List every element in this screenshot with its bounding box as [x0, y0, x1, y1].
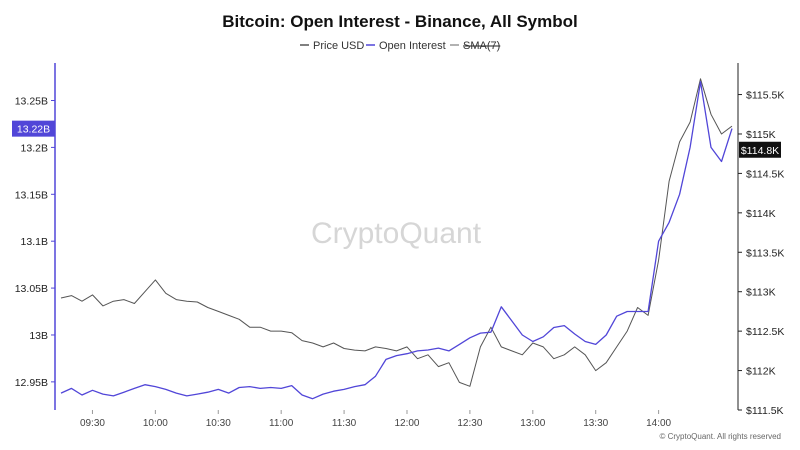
legend-label: SMA(7) — [463, 40, 500, 52]
x-tick-label: 12:30 — [457, 418, 482, 429]
legend-label: Open Interest — [379, 40, 446, 52]
y-left-tick-label: 13B — [29, 330, 48, 342]
oi-current-badge — [12, 120, 55, 137]
chart-title: Bitcoin: Open Interest - Binance, All Sy… — [222, 12, 577, 31]
y-right-tick-label: $113.5K — [746, 247, 784, 259]
x-tick-label: 09:30 — [80, 418, 105, 429]
x-tick-label: 10:30 — [206, 418, 231, 429]
legend-item-0[interactable]: Price USD — [300, 40, 364, 52]
y-right-tick-label: $115.5K — [746, 90, 784, 102]
y-right-tick-label: $112.5K — [746, 326, 784, 338]
x-tick-label: 13:30 — [583, 418, 608, 429]
y-left-tick-label: 13.2B — [21, 142, 48, 154]
y-left-axis: 12.95B 13B 13.05B 13.1B 13.15B 13.2B 13.25B — [15, 96, 55, 389]
x-tick-label: 10:00 — [143, 418, 168, 429]
y-left-tick-label: 13.25B — [15, 96, 48, 108]
price-current-badge — [739, 141, 781, 158]
y-right-tick-label: $115K — [746, 129, 776, 141]
legend[interactable]: Price USD Open Interest SMA(7) — [300, 40, 500, 52]
watermark-logo: CryptoQuant — [311, 217, 482, 250]
y-right-tick-label: $112K — [746, 366, 776, 378]
series-line-1[interactable] — [60, 81, 733, 400]
y-right-tick-label: $114K — [746, 208, 776, 220]
y-left-tick-label: 12.95B — [15, 377, 48, 389]
price-current-label: $114.8K — [741, 145, 779, 157]
x-tick-label: 11:30 — [332, 418, 357, 429]
y-right-tick-label: $114.5K — [746, 168, 784, 180]
x-tick-label: 13:00 — [520, 418, 545, 429]
y-right-tick-label: $113K — [746, 287, 776, 299]
x-axis: 09:30 10:00 10:30 11:00 11:30 12:00 12:30 13:00… — [80, 410, 672, 429]
legend-item-2[interactable]: SMA(7) — [450, 40, 500, 52]
y-right-tick-label: $111.5K — [746, 405, 784, 417]
legend-item-1[interactable]: Open Interest — [366, 40, 446, 52]
x-tick-label: 11:00 — [269, 418, 294, 429]
oi-current-label: 13.22B — [17, 124, 50, 136]
y-left-tick-label: 13.1B — [21, 236, 48, 248]
y-left-tick-label: 13.15B — [15, 189, 48, 201]
plot-area[interactable] — [60, 78, 733, 400]
current-value-badges: 13.22B $114.8K — [12, 120, 781, 158]
y-right-axis: $111.5K $112K $112.5K $113K $113.5K $114K $114… — [738, 90, 784, 417]
y-left-tick-label: 13.05B — [15, 283, 48, 295]
legend-label: Price USD — [313, 40, 364, 52]
x-tick-label: 14:00 — [646, 418, 671, 429]
x-tick-label: 12:00 — [394, 418, 419, 429]
series-line-0[interactable] — [60, 78, 733, 387]
copyright-notice: © CryptoQuant. All rights reserved — [660, 432, 782, 441]
